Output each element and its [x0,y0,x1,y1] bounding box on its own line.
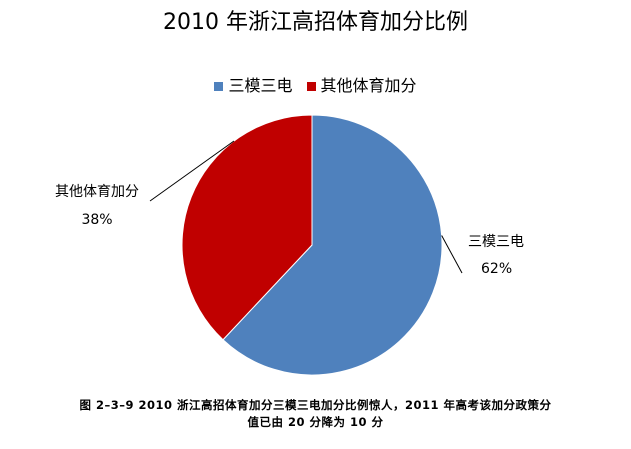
legend-label-series-1: 其他体育加分 [320,76,417,95]
pie-slice-0 [222,114,443,376]
legend-swatch-series-1 [306,81,316,91]
legend-label-series-0: 三模三电 [228,76,293,95]
legend-item-series-0: 三模三电 [214,76,293,96]
leader-line-1 [149,140,235,202]
legend-swatch-series-0 [214,81,224,91]
data-label-percent-0: 62% [481,261,512,277]
data-label-percent-1: 38% [81,212,112,228]
leader-line-0 [441,235,463,274]
pie-slice-1 [181,114,313,341]
data-label-category-0: 三模三电 [468,234,524,250]
caption-line-2: 值已由 20 分降为 10 分 [247,415,384,429]
legend-item-series-1: 其他体育加分 [306,76,417,96]
caption-line-1: 图 2–3–9 2010 浙江高招体育加分三模三电加分比例惊人，2011 年高考… [79,398,552,412]
data-label-category-1: 其他体育加分 [55,184,139,200]
figure-caption: 图 2–3–9 2010 浙江高招体育加分三模三电加分比例惊人，2011 年高考… [20,397,611,431]
chart-legend: 三模三电 其他体育加分 [0,76,631,96]
chart-title: 2010 年浙江高招体育加分比例 [163,10,468,35]
